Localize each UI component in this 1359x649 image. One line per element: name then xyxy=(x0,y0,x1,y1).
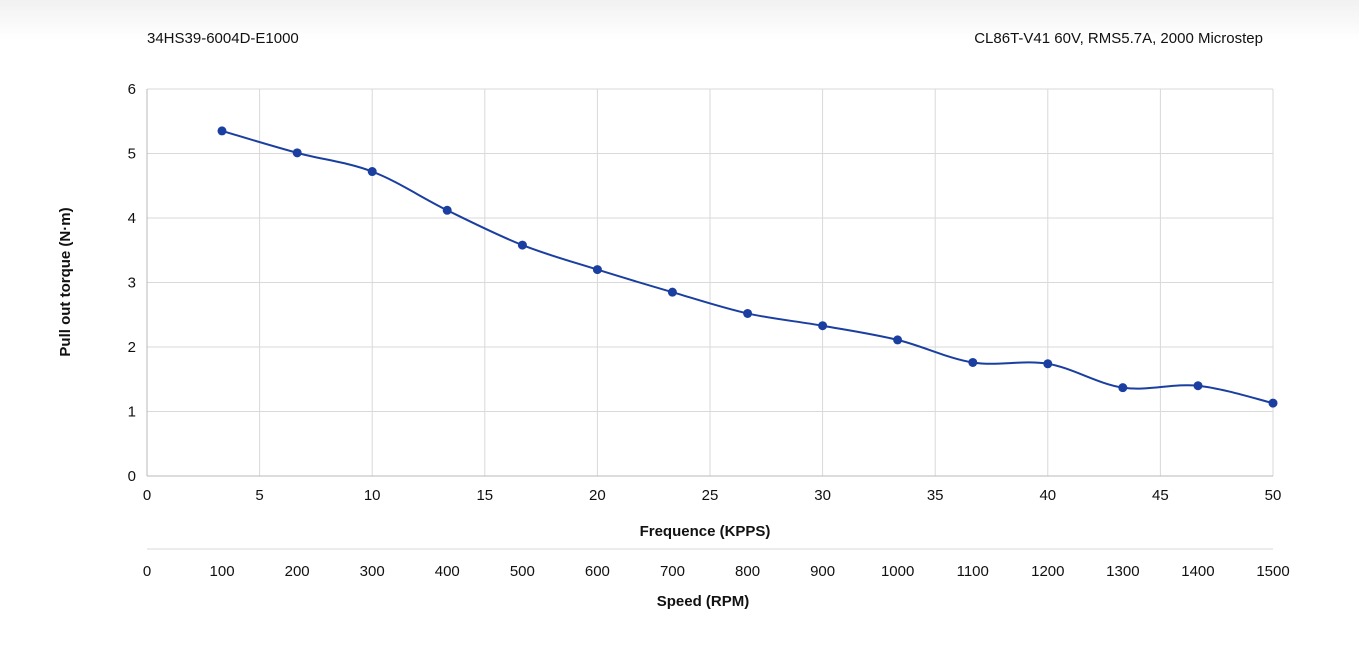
data-point xyxy=(217,126,227,136)
data-point xyxy=(1043,359,1053,369)
y-tick-label: 3 xyxy=(128,275,136,292)
data-point xyxy=(818,321,828,331)
x-tick-label: 50 xyxy=(1265,487,1282,504)
data-point xyxy=(743,308,753,318)
x-tick-label: 10 xyxy=(364,487,381,504)
speed-tick-label: 0 xyxy=(143,563,151,580)
speed-tick-label: 1400 xyxy=(1181,563,1214,580)
data-series xyxy=(217,126,1278,408)
speed-axis: 0 100 200 300 400 500 600 700 800 900 1000 1100 1200… xyxy=(143,548,1290,580)
speed-tick-label: 1100 xyxy=(957,563,989,580)
x-axis-label: Frequence (KPPS) xyxy=(640,523,771,540)
speed-tick-label: 700 xyxy=(660,563,685,580)
speed-tick-label: 1300 xyxy=(1106,563,1139,580)
speed-tick-label: 100 xyxy=(210,563,235,580)
data-point xyxy=(968,357,978,367)
speed-tick-label: 1500 xyxy=(1256,563,1289,580)
x-tick-label: 20 xyxy=(589,487,606,504)
data-point xyxy=(667,287,677,297)
x-tick-label: 40 xyxy=(1039,487,1056,504)
data-point xyxy=(367,167,377,177)
data-point xyxy=(1118,383,1128,393)
x-tick-label: 15 xyxy=(476,487,493,504)
x-tick-label: 30 xyxy=(814,487,831,504)
speed-tick-label: 400 xyxy=(435,563,460,580)
x-tick-label: 35 xyxy=(927,487,944,504)
data-point xyxy=(1268,398,1278,408)
speed-tick-label: 800 xyxy=(735,563,760,580)
data-point xyxy=(442,205,452,215)
data-point xyxy=(517,240,527,250)
y-tick-label: 1 xyxy=(128,404,136,421)
motor-model-label: 34HS39-6004D-E1000 xyxy=(147,30,299,47)
y-tick-label: 4 xyxy=(128,210,136,227)
y-axis-label: Pull out torque (N·m) xyxy=(57,207,74,356)
speed-tick-label: 1000 xyxy=(881,563,914,580)
x-tick-label: 0 xyxy=(143,487,151,504)
series-line xyxy=(221,129,1274,405)
y-tick-label: 6 xyxy=(128,81,136,98)
speed-tick-label: 200 xyxy=(285,563,310,580)
speed-tick-label: 500 xyxy=(510,563,535,580)
speed-tick-label: 300 xyxy=(360,563,385,580)
axes xyxy=(146,89,1273,477)
y-tick-label: 5 xyxy=(128,146,136,163)
y-tick-label: 2 xyxy=(128,339,136,356)
grid-lines xyxy=(147,88,1274,476)
data-point xyxy=(292,148,302,158)
data-point xyxy=(893,335,903,345)
driver-spec-label: CL86T-V41 60V, RMS5.7A, 2000 Microstep xyxy=(974,30,1263,47)
data-point xyxy=(592,265,602,275)
speed-tick-label: 1200 xyxy=(1031,563,1064,580)
speed-tick-label: 600 xyxy=(585,563,610,580)
data-point xyxy=(1193,381,1203,391)
speed-axis-label: Speed (RPM) xyxy=(657,593,750,610)
y-tick-label: 0 xyxy=(128,468,136,485)
speed-tick-label: 900 xyxy=(810,563,835,580)
x-tick-label: 45 xyxy=(1152,487,1169,504)
x-tick-label: 5 xyxy=(255,487,263,504)
x-tick-label: 25 xyxy=(702,487,719,504)
